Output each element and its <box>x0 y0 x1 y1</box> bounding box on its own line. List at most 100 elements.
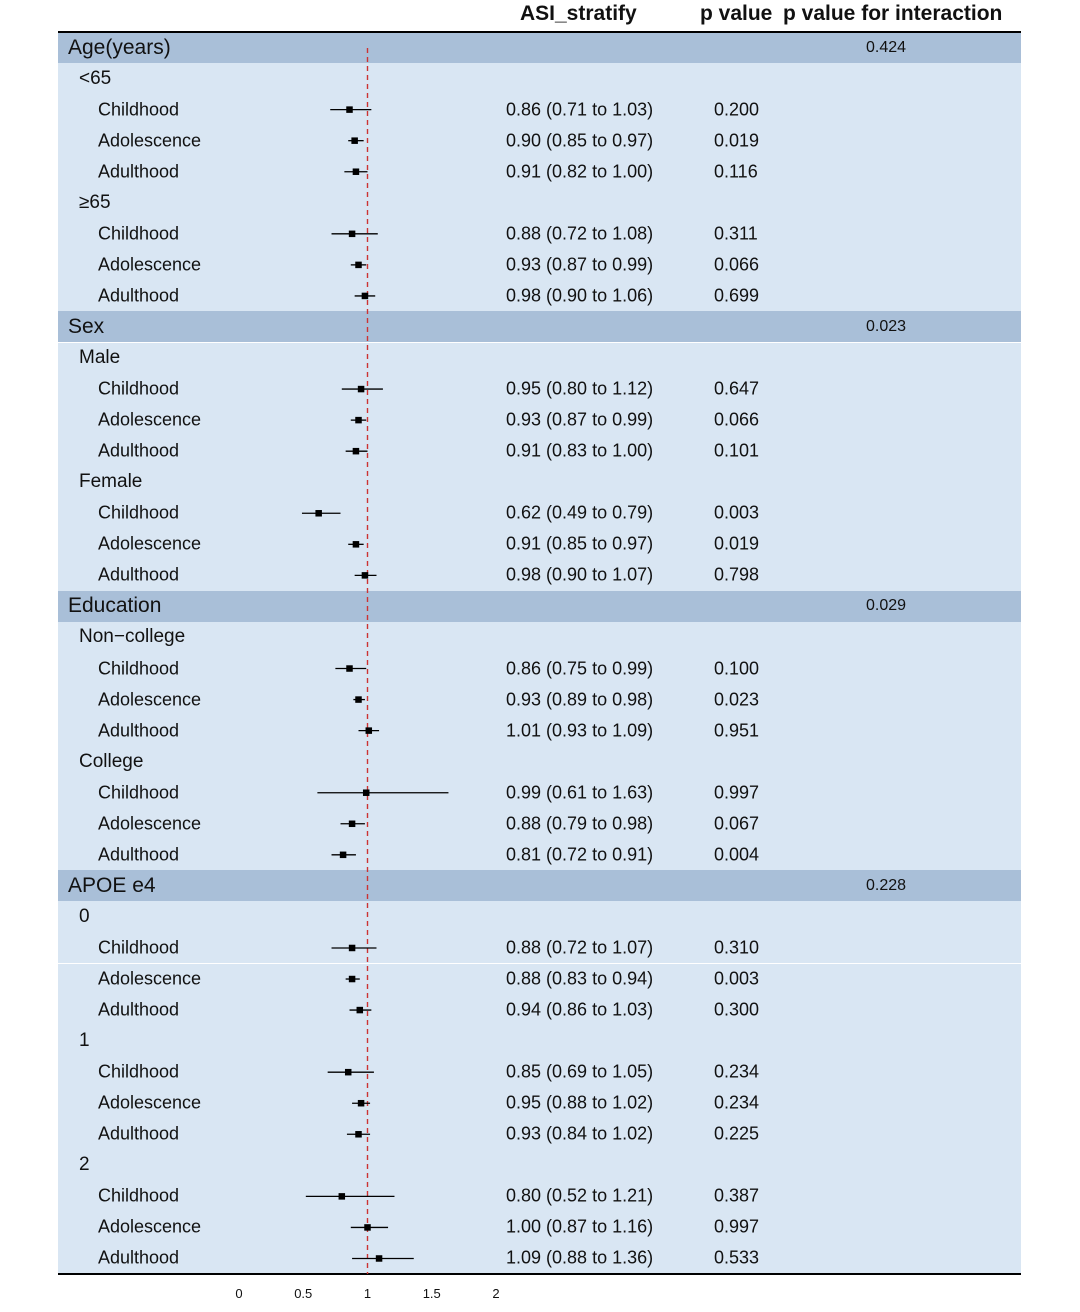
p-value: 0.533 <box>714 1247 760 1268</box>
x-tick-label: 1 <box>364 1286 371 1301</box>
subgroup-row: Male <box>58 342 1021 374</box>
estimate-ci-text: 0.98 (0.90 to 1.06) <box>506 285 654 306</box>
p-value: 0.699 <box>714 285 760 306</box>
estimate-ci-text: 0.86 (0.75 to 0.99) <box>506 658 654 678</box>
estimate-row: Adulthood 0.91 (0.82 to 1.00) 0.116 <box>58 156 1021 188</box>
subgroup-label: 0 <box>79 905 90 927</box>
row-label: Adulthood <box>98 1247 180 1268</box>
p-value: 0.300 <box>714 999 760 1020</box>
estimate-ci-text: 1.01 (0.93 to 1.09) <box>506 720 654 741</box>
p-value: 0.004 <box>714 844 760 865</box>
estimate-ci-text: 1.09 (0.88 to 1.36) <box>506 1247 654 1268</box>
row-label: Adulthood <box>98 844 180 865</box>
x-tick-label: 0.5 <box>294 1286 312 1301</box>
group-label: Age(years) <box>68 35 171 59</box>
row-label: Childhood <box>98 223 180 244</box>
estimate-row: Childhood 0.62 (0.49 to 0.79) 0.003 <box>58 497 1021 529</box>
estimate-ci-text: 0.93 (0.87 to 0.99) <box>506 254 654 275</box>
estimate-row: Childhood 0.99 (0.61 to 1.63) 0.997 <box>58 777 1021 809</box>
estimate-ci-text: 0.62 (0.49 to 0.79) <box>506 502 654 523</box>
p-value: 0.116 <box>714 161 758 182</box>
estimate-ci-text: 0.93 (0.87 to 0.99) <box>506 409 654 430</box>
estimate-ci-text: 0.93 (0.89 to 0.98) <box>506 689 654 710</box>
estimate-row: Adulthood 1.09 (0.88 to 1.36) 0.533 <box>58 1242 1021 1274</box>
subgroup-row: 1 <box>58 1025 1021 1057</box>
estimate-row: Childhood 0.95 (0.80 to 1.12) 0.647 <box>58 373 1021 405</box>
group-label: Sex <box>68 314 105 338</box>
row-label: Adolescence <box>98 533 202 554</box>
subgroup-label: 1 <box>79 1030 90 1052</box>
subgroup-row: College <box>58 746 1021 778</box>
estimate-row: Childhood 0.88 (0.72 to 1.07) 0.310 <box>58 932 1021 964</box>
p-interaction-value: 0.228 <box>866 876 907 894</box>
p-value: 0.997 <box>714 782 760 803</box>
p-interaction-value: 0.029 <box>866 597 907 615</box>
estimate-row: Adolescence 0.93 (0.87 to 0.99) 0.066 <box>58 249 1021 281</box>
estimate-row: Childhood 0.80 (0.52 to 1.21) 0.387 <box>58 1180 1021 1212</box>
estimate-ci-text: 0.99 (0.61 to 1.63) <box>506 782 654 803</box>
row-label: Adolescence <box>98 968 202 989</box>
p-interaction-column-header: p value for interaction <box>783 2 1003 25</box>
row-label: Childhood <box>98 937 180 958</box>
row-label: Childhood <box>98 658 180 678</box>
p-value: 0.101 <box>714 440 760 461</box>
subgroup-row: Non−college <box>58 621 1021 653</box>
subgroup-label: Male <box>79 347 121 368</box>
estimate-ci-text: 0.88 (0.83 to 0.94) <box>506 968 654 989</box>
p-interaction-value: 0.424 <box>866 38 907 56</box>
group-row: Sex 0.023 <box>58 311 1021 343</box>
p-value: 0.023 <box>714 689 760 710</box>
p-value: 0.225 <box>714 1123 760 1144</box>
estimate-row: Adolescence 1.00 (0.87 to 1.16) 0.997 <box>58 1211 1021 1243</box>
p-value: 0.798 <box>714 564 760 585</box>
p-value: 0.019 <box>714 533 760 554</box>
p-value: 0.003 <box>714 968 760 989</box>
subgroup-row: 2 <box>58 1149 1021 1181</box>
subgroup-label: Non−college <box>79 626 186 648</box>
subgroup-label: College <box>79 750 144 772</box>
x-tick-label: 1.5 <box>423 1286 441 1301</box>
estimate-row: Adolescence 0.95 (0.88 to 1.02) 0.234 <box>58 1087 1021 1119</box>
p-value: 0.234 <box>714 1061 760 1082</box>
estimate-ci-text: 0.91 (0.82 to 1.00) <box>506 161 654 182</box>
p-value: 0.647 <box>714 378 760 399</box>
estimate-row: Adulthood 0.98 (0.90 to 1.06) 0.699 <box>58 280 1021 312</box>
forest-table: Age(years) 0.424 <65 Childhood 0.86 (0.71 to… <box>58 32 1021 1274</box>
estimate-row: Adolescence 0.90 (0.85 to 0.97) 0.019 <box>58 125 1021 157</box>
row-label: Adulthood <box>98 161 180 182</box>
row-label: Adulthood <box>98 999 180 1020</box>
estimate-ci-text: 0.88 (0.72 to 1.07) <box>506 937 654 958</box>
subgroup-label: <65 <box>79 67 112 89</box>
estimate-ci-text: 0.81 (0.72 to 0.91) <box>506 844 654 865</box>
estimate-row: Childhood 0.88 (0.72 to 1.08) 0.311 <box>58 218 1021 250</box>
row-label: Adulthood <box>98 285 180 306</box>
subgroup-label: ≥65 <box>79 191 111 213</box>
row-label: Childhood <box>98 1061 180 1082</box>
group-label: APOE e4 <box>68 873 156 897</box>
group-label: Education <box>68 594 162 618</box>
estimate-row: Adulthood 0.81 (0.72 to 0.91) 0.004 <box>58 839 1021 871</box>
row-label: Adulthood <box>98 1123 180 1144</box>
estimate-ci-text: 0.93 (0.84 to 1.02) <box>506 1123 654 1144</box>
estimate-row: Childhood 0.86 (0.75 to 0.99) 0.100 <box>58 653 1021 684</box>
p-value: 0.310 <box>714 937 760 958</box>
estimate-ci-text: 0.88 (0.79 to 0.98) <box>506 813 654 834</box>
row-label: Childhood <box>98 378 180 399</box>
estimate-ci-text: 0.86 (0.71 to 1.03) <box>506 99 654 120</box>
p-value: 0.066 <box>714 254 760 275</box>
row-label: Childhood <box>98 502 180 523</box>
p-value: 0.067 <box>714 813 760 834</box>
row-label: Adolescence <box>98 1092 202 1113</box>
estimate-ci-text: 0.91 (0.83 to 1.00) <box>506 440 654 461</box>
subgroup-row: ≥65 <box>58 187 1021 219</box>
x-tick-label: 0 <box>235 1286 242 1301</box>
subgroup-label: 2 <box>79 1154 90 1176</box>
p-interaction-value: 0.023 <box>866 317 907 335</box>
p-value-column-header: p value <box>700 2 773 25</box>
p-value: 0.951 <box>714 720 760 741</box>
estimate-row: Childhood 0.86 (0.71 to 1.03) 0.200 <box>58 94 1021 126</box>
x-tick-label: 2 <box>492 1286 499 1301</box>
p-value: 0.387 <box>714 1185 760 1206</box>
p-value: 0.200 <box>714 99 760 120</box>
